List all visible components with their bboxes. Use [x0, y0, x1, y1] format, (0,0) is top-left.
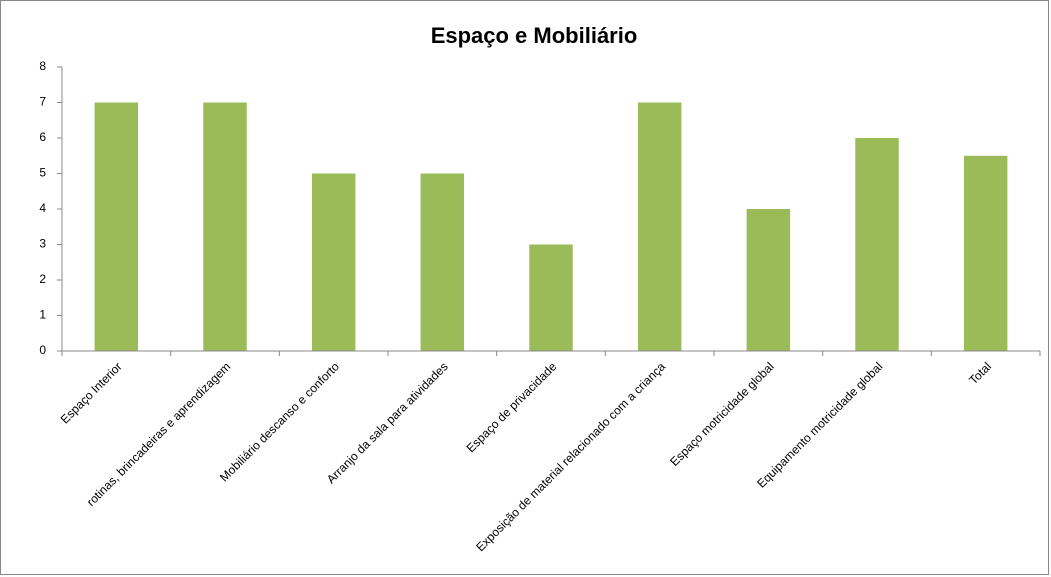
bar	[746, 209, 791, 351]
bar	[637, 102, 682, 351]
bar	[529, 244, 573, 351]
y-tick-label: 3	[39, 237, 46, 251]
bar	[420, 173, 465, 351]
y-tick-label: 2	[39, 272, 46, 286]
y-tick-label: 4	[39, 201, 46, 215]
y-tick-label: 8	[39, 59, 46, 73]
bar	[311, 173, 356, 351]
y-tick-label: 1	[39, 308, 46, 322]
y-tick-label: 0	[39, 343, 46, 357]
bar	[855, 138, 899, 351]
bar	[203, 102, 247, 351]
chart-title: Espaço e Mobiliário	[431, 23, 638, 48]
y-tick-label: 7	[39, 95, 46, 109]
y-tick-label: 6	[39, 130, 46, 144]
y-tick-label: 5	[39, 166, 46, 180]
bar	[963, 155, 1008, 351]
bar	[94, 102, 139, 351]
